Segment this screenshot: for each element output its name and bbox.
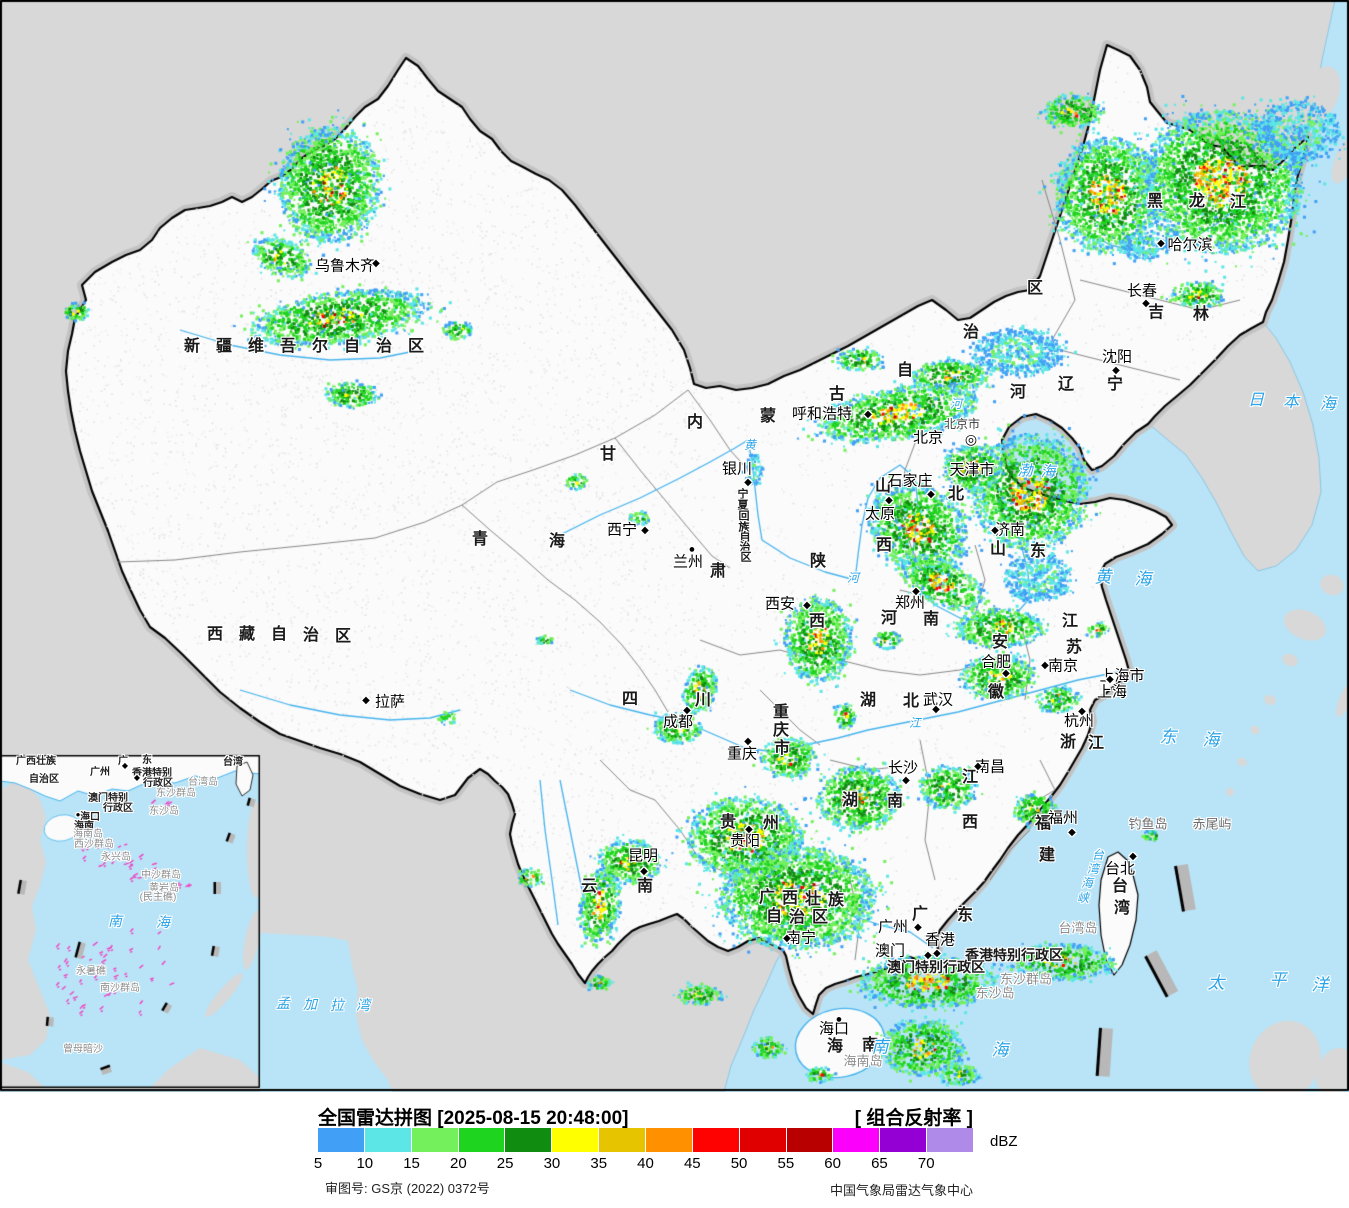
legend-tick-label: 45 [683, 1155, 701, 1172]
legend-tick-label: 50 [730, 1155, 748, 1172]
legend-swatch [411, 1128, 459, 1152]
legend-swatch [364, 1128, 412, 1152]
unit-label: dBZ [990, 1133, 1018, 1150]
legend-tick-label: 60 [824, 1155, 841, 1172]
legend-swatch [880, 1128, 928, 1152]
map-approval-number: 审图号: GS京 (2022) 0372号 [325, 1181, 490, 1196]
china-radar-map: 新疆维吾尔自治区西藏自治区青海甘肃内蒙古自治区黑龙江吉林辽宁河北山西山东河南陕西… [0, 0, 1349, 1092]
product-name: [ 组合反射率 ] [854, 1108, 973, 1129]
legend-tick-label: 70 [917, 1155, 935, 1172]
legend-tick-label: 10 [356, 1155, 374, 1172]
legend-swatch [599, 1128, 647, 1152]
legend-tick-label: 35 [590, 1155, 608, 1172]
legend-swatch [552, 1128, 600, 1152]
legend-tick-label: 30 [543, 1155, 561, 1172]
legend-swatch [646, 1128, 693, 1152]
legend-panel: 全国雷达拼图 [2025-08-15 20:48:00] [ 组合反射率 ] d… [0, 1092, 1349, 1208]
legend-swatch [458, 1128, 506, 1152]
map-title: 全国雷达拼图 [2025-08-15 20:48:00] [318, 1108, 629, 1129]
map-base-canvas [0, 0, 1349, 1092]
legend-tick-label: 20 [450, 1155, 467, 1172]
legend-tick-label: 25 [496, 1155, 514, 1172]
legend-tick-label: 65 [871, 1155, 888, 1172]
legend-swatch [833, 1128, 881, 1152]
legend-swatch [786, 1128, 834, 1152]
credit-label: 中国气象局雷达气象中心 [829, 1183, 973, 1198]
legend-swatch [692, 1128, 740, 1152]
legend-tick-label: 40 [637, 1155, 654, 1172]
legend-swatch [505, 1128, 553, 1152]
legend-tick-label: 15 [403, 1155, 420, 1172]
legend-tick-label: 55 [777, 1155, 795, 1172]
legend-swatch [739, 1128, 787, 1152]
legend-tick-label: 5 [313, 1155, 323, 1172]
color-scale-bar [318, 1128, 974, 1152]
legend-swatch [318, 1128, 365, 1152]
legend-swatch [927, 1128, 974, 1152]
